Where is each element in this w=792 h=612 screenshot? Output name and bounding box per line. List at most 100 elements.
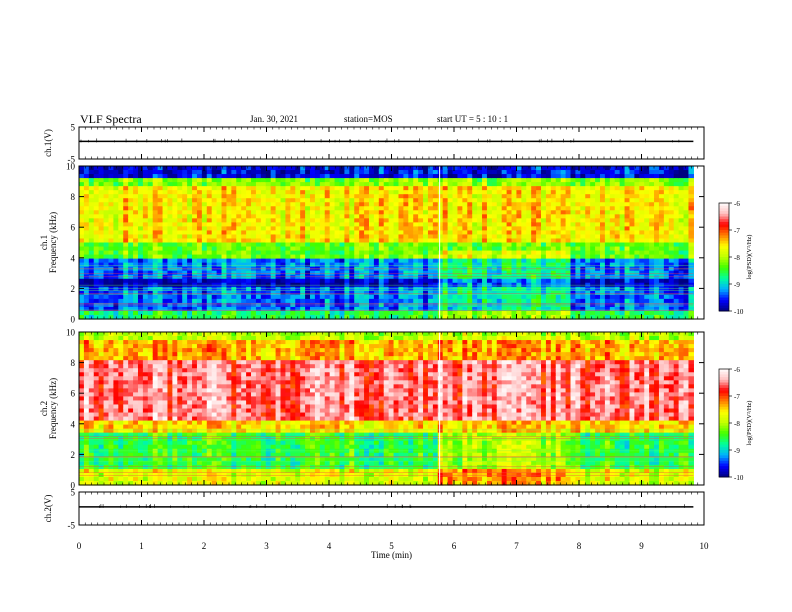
ch1-cell [93,234,100,240]
ch1-cell [196,250,203,256]
ch1-cell [349,310,355,316]
ch1-cell [201,198,208,203]
ch1-cell [290,194,296,199]
ch1-cell [241,290,247,296]
ch1-cell [79,290,85,296]
ch1-cell [614,214,621,219]
ch1-cell [472,250,478,256]
ch1-cell [157,290,164,296]
ch1-cell [673,210,680,215]
ch1-cell [501,166,508,171]
ch1-cell [393,222,400,227]
ch1-cell [418,178,424,183]
ch1-cell [216,230,223,236]
ch1-cell [398,306,404,312]
ch1-cell [408,310,414,316]
ch1-cell [668,226,675,232]
ch1-cell [437,222,444,227]
ch1-cell [216,262,223,268]
ch1-cell [206,290,213,296]
ch1-cell [83,198,90,203]
ch1-cell [305,286,311,292]
ch1-cell [477,186,483,191]
ch1-cell [118,190,124,195]
ch1-cell [255,198,262,203]
ch1-cell [113,290,119,296]
ch1-cell [418,218,424,223]
ch1-cell [231,298,237,304]
ch1-cell [339,170,346,175]
ch1-cell [413,230,419,236]
ch1-cell [506,170,513,175]
ch1-cell [378,218,385,223]
ch1-cell [683,302,690,308]
ch1-cell [634,290,640,296]
ch1-cell [118,218,124,223]
ch1-cell [595,206,601,211]
ch1-cell [275,182,282,187]
ch2-cell [93,396,100,402]
ch1-cell [201,290,208,296]
ch1-cell [467,174,473,179]
ch1-cell [673,254,680,260]
ch1-cell [467,234,473,240]
ch1-cell [565,270,572,276]
ch1-cell [536,286,542,292]
ch1-cell [118,246,124,252]
ch1-cell [649,242,655,248]
ch1-cell [108,194,114,199]
ch1-cell [251,174,257,179]
ch1-cell [187,306,193,312]
ch1-cell [609,174,616,179]
ch1-cell [339,166,346,171]
ch1-cell [359,194,365,199]
ch1-cell [678,190,685,195]
ch1-cell [285,310,291,316]
ch1-cell [575,254,581,260]
ch1-cell [226,262,232,268]
ch1-cell [403,222,409,227]
ch1-cell [427,222,434,227]
ch1-cell [196,194,203,199]
ch1-cell [79,242,85,248]
ch1-cell [182,262,188,268]
ch1-cell [575,182,581,187]
ch2-cell [79,356,85,361]
ch1-cell [427,314,434,320]
ch1-cell [624,170,631,175]
ch1-cell [147,294,154,300]
ch1-cell [629,250,635,256]
ch1-cell [231,178,237,183]
ch1-cell [88,178,95,183]
ch1-cell [211,238,218,244]
ch1-cell [98,270,105,276]
ch1-cell [629,258,635,264]
ch1-cell [364,206,370,211]
ch2-cell [93,380,100,385]
ch1-cell [432,238,439,244]
ch1-cell [595,174,601,179]
ch1-cell [624,174,631,179]
ch2-cell [79,348,85,353]
ch1-cell [619,294,626,300]
ch1-cell [147,182,154,187]
ch1-cell [447,190,454,195]
ch1-cell [501,278,508,284]
ch1-cell [658,242,665,248]
ch1-cell [575,166,581,171]
ch1-cell [368,202,375,207]
ch1-cell [477,202,483,207]
ch1-cell [251,198,257,203]
ch1-cell [270,182,277,187]
ch1-cell [403,258,409,264]
ch1-cell [83,178,90,183]
ch1-cell [432,246,439,252]
ch1-cell [408,294,414,300]
ch1-cell [285,270,291,276]
ch1-cell [221,306,228,312]
ch1-cell [403,246,409,252]
ch1-cell [246,170,252,175]
ch1-cell [88,270,95,276]
ch1-cell [344,294,350,300]
ch1-cell [570,258,577,264]
